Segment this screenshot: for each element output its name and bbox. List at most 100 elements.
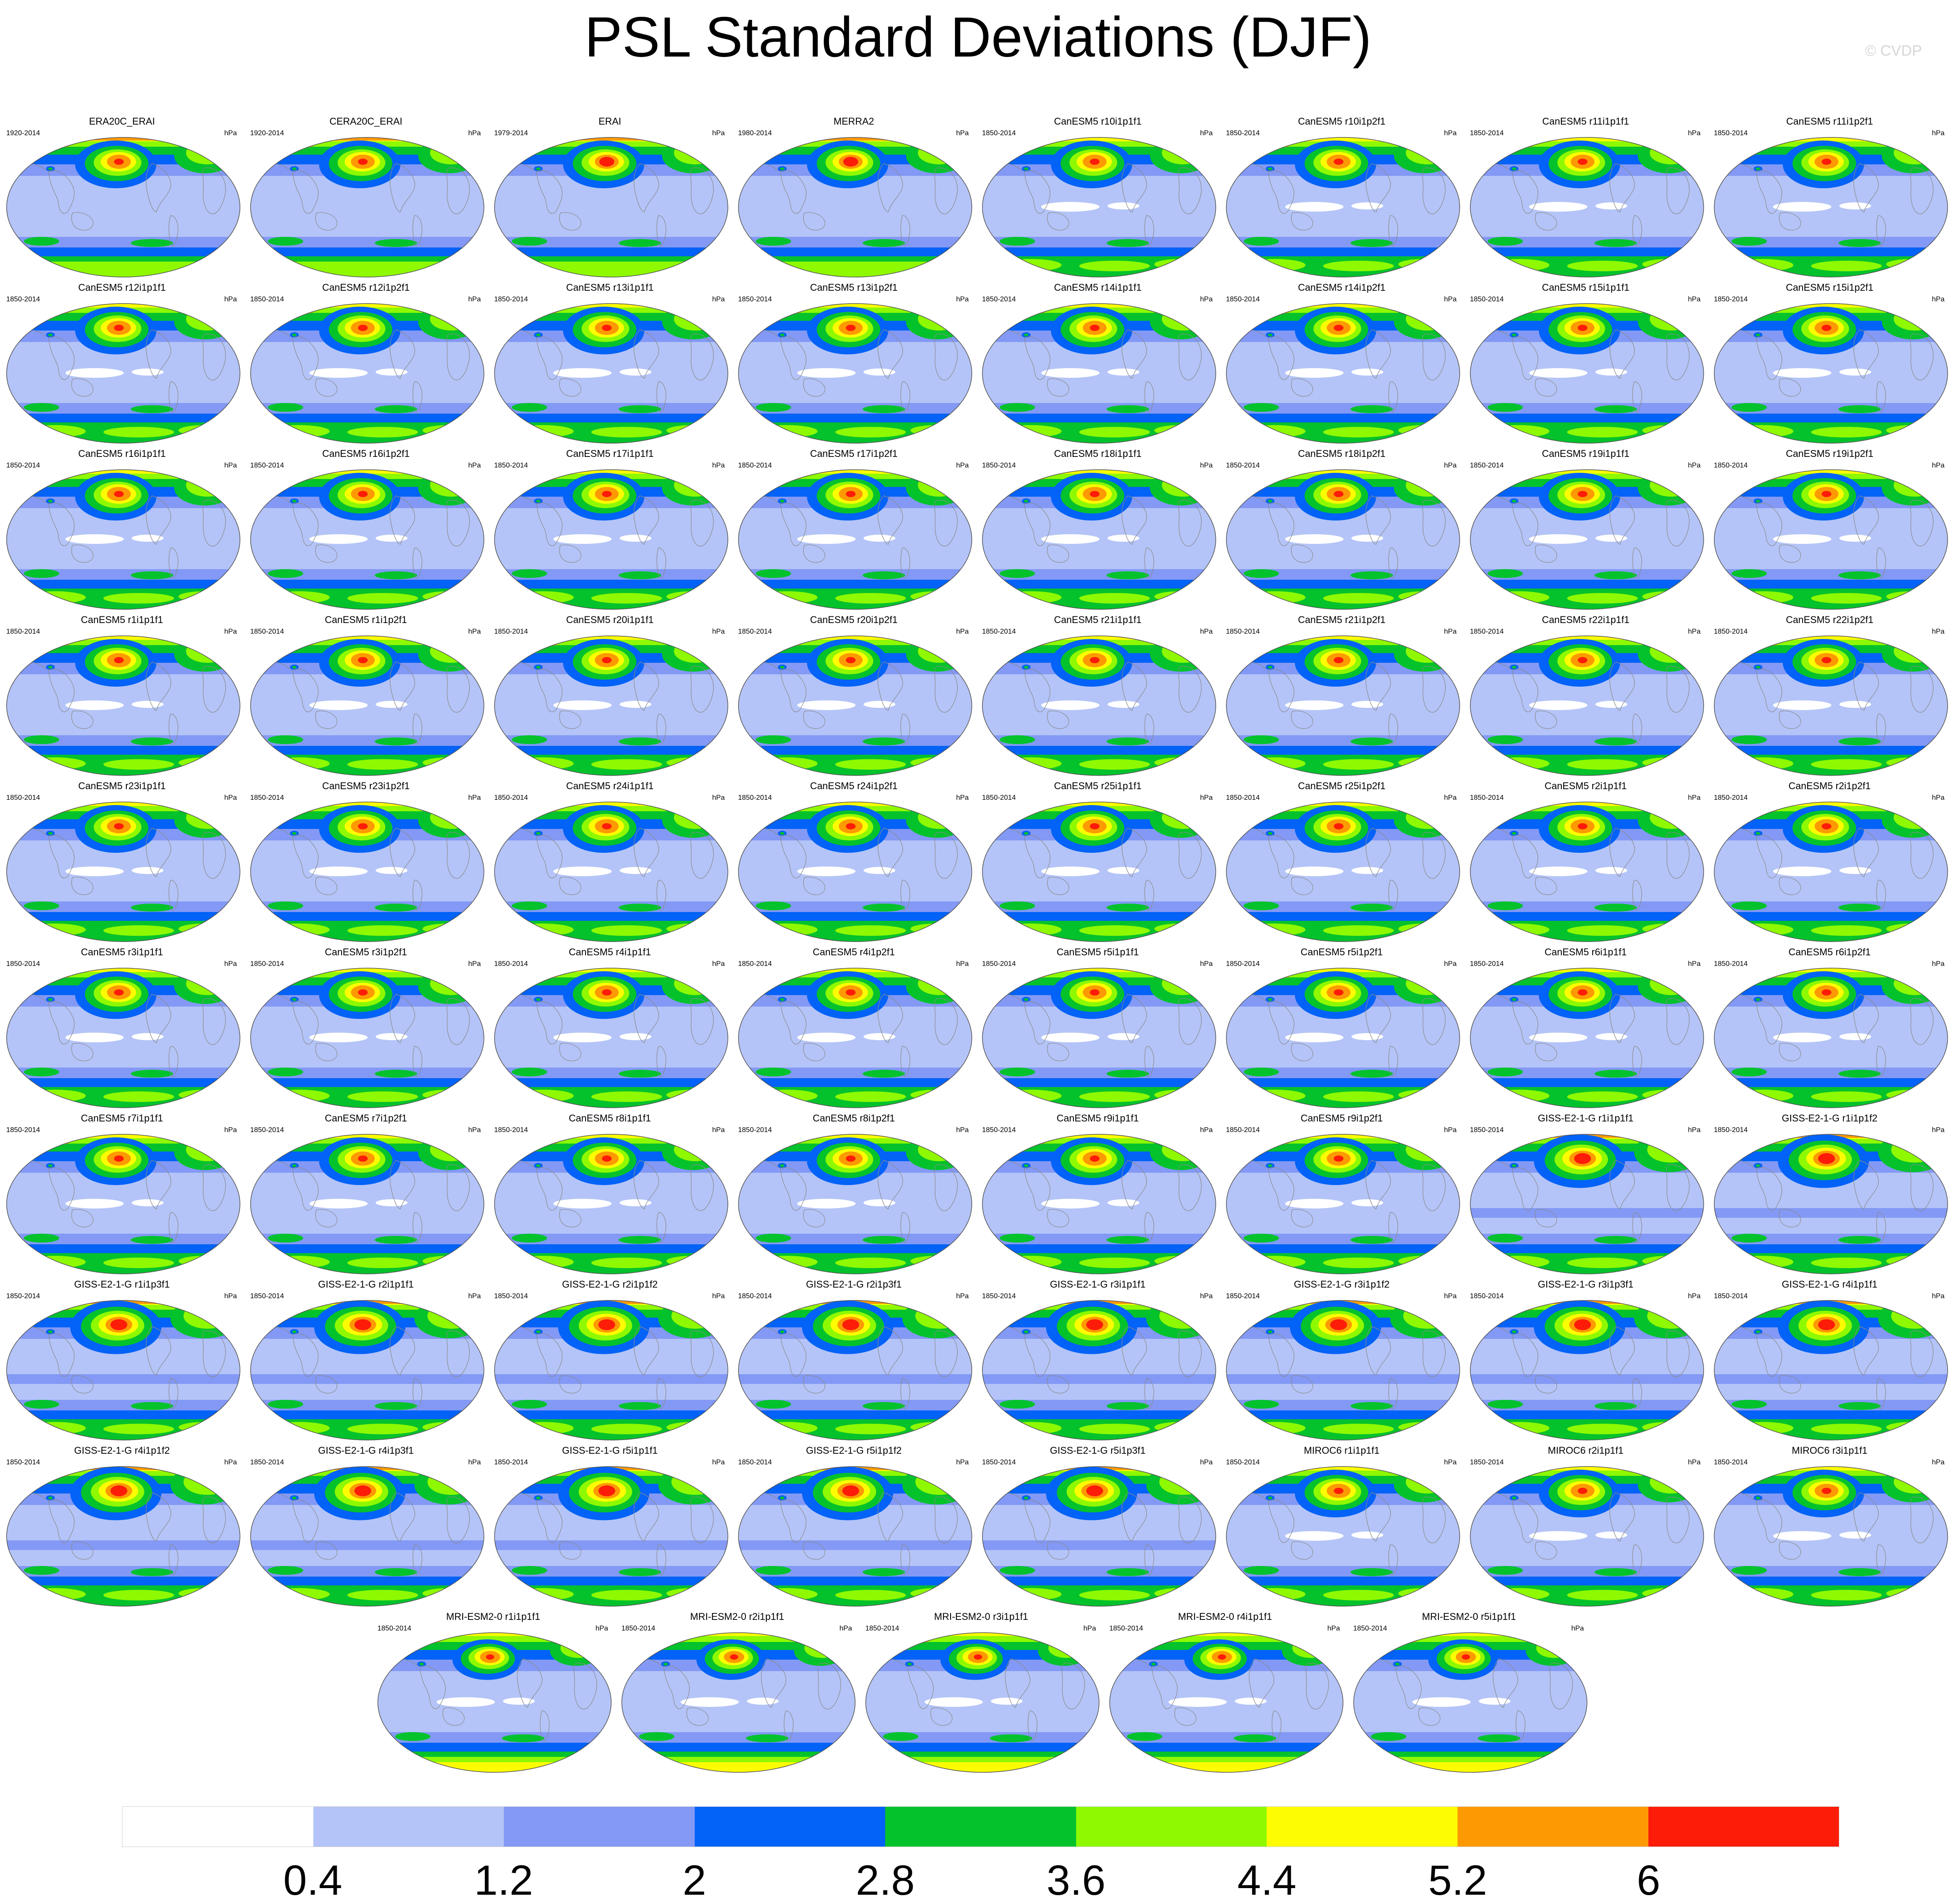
global-map bbox=[738, 137, 972, 277]
panel-units: hPa bbox=[224, 462, 237, 469]
panel-units: hPa bbox=[1327, 1625, 1340, 1632]
global-map bbox=[1470, 137, 1704, 277]
global-map bbox=[250, 1134, 484, 1274]
panel-units: hPa bbox=[224, 1459, 237, 1466]
panel-units: hPa bbox=[712, 960, 725, 968]
global-map bbox=[738, 1300, 972, 1440]
colorbar-box bbox=[1648, 1807, 1839, 1847]
panel-title: CanESM5 r13i1p2f1 bbox=[810, 282, 898, 293]
map-panel: CanESM5 r8i1p2f1 1850-2014 hPa bbox=[732, 1113, 976, 1276]
panel-years: 1850-2014 bbox=[738, 1459, 772, 1466]
global-map bbox=[1714, 303, 1948, 444]
panel-years: 1850-2014 bbox=[1353, 1625, 1387, 1632]
panel-years: 1850-2014 bbox=[250, 462, 284, 469]
global-map bbox=[1714, 137, 1948, 277]
panel-units: hPa bbox=[712, 1459, 725, 1466]
global-map bbox=[982, 968, 1216, 1108]
panel-title: MRI-ESM2-0 r1i1p1f1 bbox=[446, 1611, 540, 1622]
panel-years: 1850-2014 bbox=[1470, 1459, 1504, 1466]
global-map bbox=[250, 802, 484, 942]
panel-years: 1850-2014 bbox=[494, 1292, 528, 1300]
panel-units: hPa bbox=[1444, 1292, 1457, 1300]
panel-units: hPa bbox=[468, 1459, 481, 1466]
panel-title: MRI-ESM2-0 r3i1p1f1 bbox=[934, 1611, 1028, 1622]
panel-units: hPa bbox=[1200, 462, 1213, 469]
global-map bbox=[250, 635, 484, 776]
panel-units: hPa bbox=[956, 462, 969, 469]
panel-title: ERAI bbox=[598, 116, 621, 127]
global-map bbox=[738, 303, 972, 444]
page-title: PSL Standard Deviations (DJF) bbox=[584, 6, 1372, 69]
global-map bbox=[1470, 968, 1704, 1108]
global-map bbox=[621, 1632, 856, 1773]
global-map bbox=[738, 1466, 972, 1607]
panel-title: GISS-E2-1-G r3i1p1f1 bbox=[1050, 1279, 1146, 1290]
global-map bbox=[6, 1466, 240, 1607]
panel-units: hPa bbox=[712, 129, 725, 137]
map-panel: CanESM5 r8i1p1f1 1850-2014 hPa bbox=[488, 1113, 732, 1276]
panel-title: CanESM5 r16i1p2f1 bbox=[322, 448, 410, 459]
panel-units: hPa bbox=[956, 129, 969, 137]
map-panel: CanESM5 r16i1p2f1 1850-2014 hPa bbox=[244, 448, 488, 612]
global-map bbox=[1714, 1300, 1948, 1440]
map-panel: CanESM5 r18i1p2f1 1850-2014 hPa bbox=[1220, 448, 1464, 612]
panel-years: 1850-2014 bbox=[738, 1126, 772, 1134]
global-map bbox=[1714, 1466, 1948, 1607]
map-panel: MRI-ESM2-0 r1i1p1f1 1850-2014 hPa bbox=[371, 1611, 615, 1775]
colorbar-label: 0.4 bbox=[283, 1857, 342, 1904]
global-map bbox=[738, 469, 972, 610]
map-panel: GISS-E2-1-G r1i1p1f1 1850-2014 hPa bbox=[1464, 1113, 1708, 1276]
map-panel: CanESM5 r19i1p2f1 1850-2014 hPa bbox=[1708, 448, 1952, 612]
global-map bbox=[1226, 1134, 1460, 1274]
panel-units: hPa bbox=[1932, 794, 1945, 802]
panel-units: hPa bbox=[1932, 1459, 1945, 1466]
panel-years: 1850-2014 bbox=[982, 1292, 1016, 1300]
panel-years: 1850-2014 bbox=[1714, 1292, 1748, 1300]
panel-units: hPa bbox=[1688, 1126, 1701, 1134]
panel-title: GISS-E2-1-G r5i1p1f2 bbox=[806, 1445, 902, 1456]
panel-title: CanESM5 r7i1p2f1 bbox=[325, 1113, 407, 1124]
panel-units: hPa bbox=[224, 960, 237, 968]
panel-units: hPa bbox=[1444, 628, 1457, 635]
colorbar-box bbox=[313, 1807, 504, 1847]
panel-years: 1850-2014 bbox=[494, 960, 528, 968]
colorbar-box bbox=[694, 1807, 886, 1847]
panel-years: 1850-2014 bbox=[982, 296, 1016, 303]
global-map bbox=[982, 137, 1216, 277]
panel-title: GISS-E2-1-G r4i1p3f1 bbox=[318, 1445, 414, 1456]
global-map bbox=[982, 1134, 1216, 1274]
panel-title: CanESM5 r23i1p2f1 bbox=[322, 780, 410, 791]
map-panel: CanESM5 r3i1p1f1 1850-2014 hPa bbox=[0, 946, 244, 1110]
map-panel: CanESM5 r2i1p2f1 1850-2014 hPa bbox=[1708, 780, 1952, 944]
panel-years: 1980-2014 bbox=[738, 129, 772, 137]
panel-years: 1850-2014 bbox=[982, 1459, 1016, 1466]
map-panel: CanESM5 r7i1p2f1 1850-2014 hPa bbox=[244, 1113, 488, 1276]
panel-years: 1850-2014 bbox=[1470, 129, 1504, 137]
map-panel: GISS-E2-1-G r5i1p1f2 1850-2014 hPa bbox=[732, 1445, 976, 1608]
panel-title: CanESM5 r21i1p2f1 bbox=[1298, 614, 1386, 625]
panel-title: CanESM5 r19i1p1f1 bbox=[1541, 448, 1630, 459]
panel-units: hPa bbox=[1932, 129, 1945, 137]
panel-title: CanESM5 r21i1p1f1 bbox=[1054, 614, 1142, 625]
global-map bbox=[494, 303, 728, 444]
colorbar-labels: 0.4 1.2 2 2.8 3.6 4.4 5.2 6 bbox=[122, 1858, 1839, 1903]
panel-title: GISS-E2-1-G r4i1p1f2 bbox=[74, 1445, 170, 1456]
panel-years: 1979-2014 bbox=[494, 129, 528, 137]
panel-title: CanESM5 r5i1p1f1 bbox=[1057, 946, 1139, 958]
global-map bbox=[982, 635, 1216, 776]
panel-title: GISS-E2-1-G r3i1p1f2 bbox=[1294, 1279, 1390, 1290]
panel-units: hPa bbox=[224, 296, 237, 303]
panel-years: 1850-2014 bbox=[6, 296, 40, 303]
global-map bbox=[1470, 1466, 1704, 1607]
panel-years: 1850-2014 bbox=[982, 462, 1016, 469]
panel-units: hPa bbox=[1932, 1126, 1945, 1134]
panel-units: hPa bbox=[712, 462, 725, 469]
panel-title: GISS-E2-1-G r1i1p3f1 bbox=[74, 1279, 170, 1290]
global-map bbox=[1226, 469, 1460, 610]
map-panel: GISS-E2-1-G r3i1p3f1 1850-2014 hPa bbox=[1464, 1279, 1708, 1442]
map-panel: CanESM5 r24i1p2f1 1850-2014 hPa bbox=[732, 780, 976, 944]
panel-title: MRI-ESM2-0 r5i1p1f1 bbox=[1422, 1611, 1516, 1622]
panel-title: CanESM5 r20i1p2f1 bbox=[810, 614, 898, 625]
global-map bbox=[250, 1300, 484, 1440]
panel-years: 1850-2014 bbox=[6, 960, 40, 968]
